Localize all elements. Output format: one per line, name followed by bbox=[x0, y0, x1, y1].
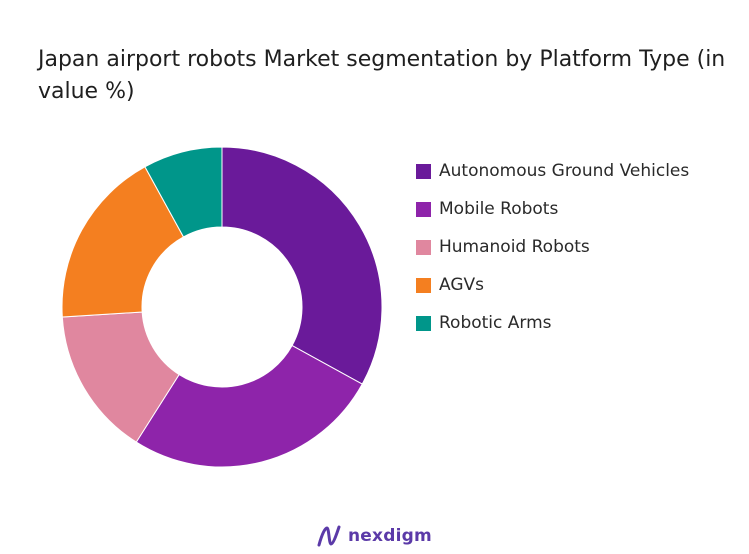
legend-item: Autonomous Ground Vehicles bbox=[416, 152, 689, 190]
legend-swatch bbox=[416, 163, 431, 179]
donut-slice-agvs bbox=[61, 166, 185, 318]
legend-item: Humanoid Robots bbox=[416, 228, 689, 266]
legend-swatch bbox=[416, 201, 431, 217]
legend-swatch bbox=[416, 315, 431, 331]
nexdigm-logo-icon bbox=[317, 525, 341, 547]
legend-label: Humanoid Robots bbox=[439, 237, 590, 257]
legend-item: Mobile Robots bbox=[416, 190, 689, 228]
legend-item: AGVs bbox=[416, 266, 689, 304]
chart-legend: Autonomous Ground Vehicles Mobile Robots H… bbox=[416, 152, 689, 342]
legend-label: AGVs bbox=[439, 275, 484, 295]
donut-slice-robotic-arms bbox=[144, 146, 223, 238]
legend-swatch bbox=[416, 277, 431, 293]
chart-title: Japan airport robots Market segmentation… bbox=[38, 47, 726, 104]
brand-logo: nexdigm bbox=[316, 524, 432, 548]
donut-slice-mobile-robots bbox=[135, 344, 363, 468]
legend-swatch bbox=[416, 239, 431, 255]
legend-item: Robotic Arms bbox=[416, 304, 689, 342]
donut-slice-autonomous-ground-vehicles bbox=[221, 146, 383, 385]
legend-label: Autonomous Ground Vehicles bbox=[439, 161, 690, 181]
legend-label: Mobile Robots bbox=[439, 199, 559, 219]
legend-label: Robotic Arms bbox=[439, 313, 552, 333]
brand-name: nexdigm bbox=[348, 526, 432, 546]
